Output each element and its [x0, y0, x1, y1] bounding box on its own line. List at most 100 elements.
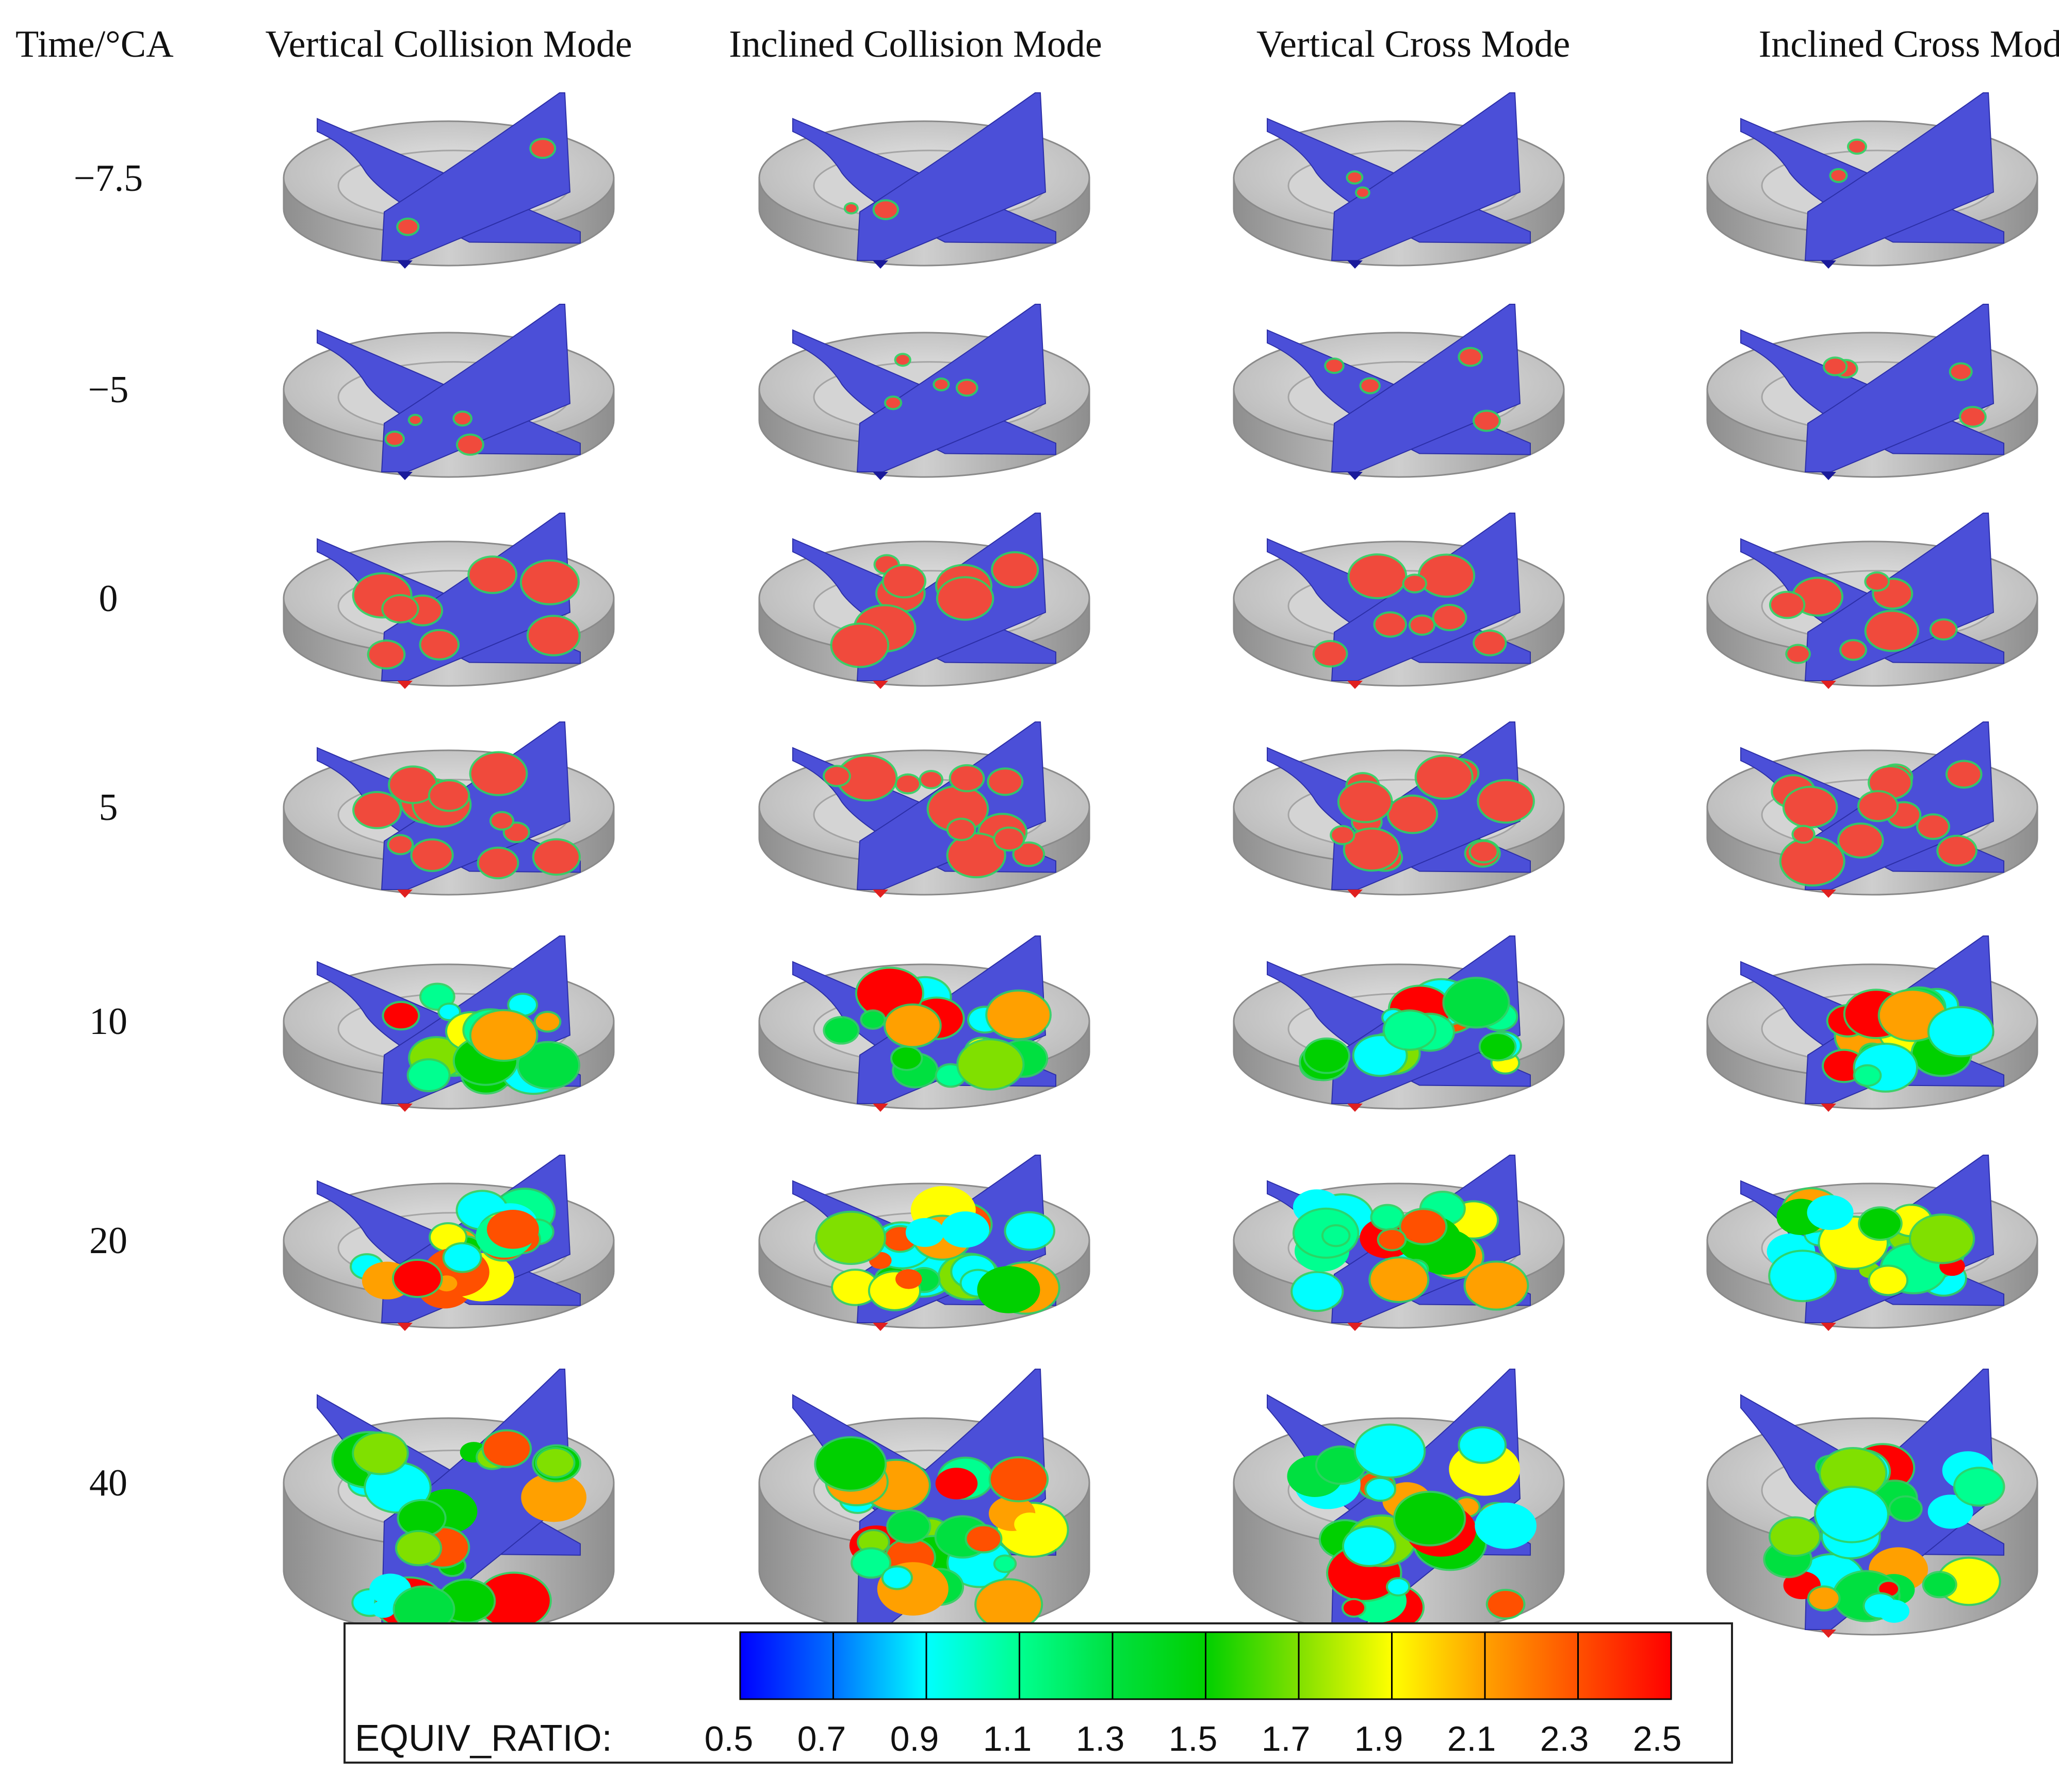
mixture-blob [536, 1449, 574, 1476]
piston-panel [1706, 935, 2038, 1112]
cut-planes [317, 1369, 587, 1634]
mixture-blob [1460, 349, 1481, 365]
mixture-blob [1323, 1226, 1349, 1245]
nozzle-tip [1347, 1323, 1363, 1331]
colorbar-label: EQUIV_RATIO: [355, 1718, 612, 1759]
mixture-blob [1305, 1039, 1348, 1072]
nozzle-tip [1347, 890, 1363, 898]
mixture-blob [1349, 555, 1406, 597]
mixture-blob [1860, 1208, 1901, 1239]
mixture-blob [1460, 1428, 1505, 1462]
mixture-blob [509, 995, 536, 1015]
mixture-blob [1839, 824, 1882, 857]
mixture-blob [521, 561, 578, 603]
mixture-blob [1343, 1600, 1365, 1616]
mixture-blob [928, 787, 987, 831]
mixture-blob [1314, 642, 1346, 666]
cut-plane-cross [1804, 304, 1995, 472]
mixture-blob [884, 566, 925, 597]
nozzle-tip [1347, 681, 1363, 689]
mixture-blob [935, 380, 948, 389]
mixture-blob [895, 1269, 922, 1289]
mixture-blob [421, 984, 453, 1009]
row-labels: −7.5 −5 0 5 10 20 40 [74, 157, 143, 1504]
mixture-blob [397, 1532, 440, 1565]
cut-planes [1740, 1369, 2005, 1630]
mixture-blob [1955, 1469, 2003, 1505]
cut-plane-cross [856, 92, 1047, 261]
mixture-blob [486, 1209, 539, 1249]
mixture-blob [369, 642, 404, 668]
mixture-blob [1372, 1206, 1403, 1229]
piston-panel [283, 1155, 615, 1331]
cut-plane-cross [381, 92, 571, 261]
cut-planes [1267, 935, 1531, 1104]
mixture-blob [976, 1580, 1041, 1629]
piston-panel [758, 1155, 1090, 1331]
mixture-blob [995, 828, 1023, 850]
colorbar-tick-label: 0.7 [797, 1719, 846, 1758]
panel-grid [283, 92, 2038, 1638]
cut-planes [1267, 92, 1531, 261]
colorbar-tick-label: 1.5 [1169, 1719, 1218, 1758]
mixture-blob [832, 624, 888, 666]
cut-planes [792, 935, 1056, 1104]
mixture-blob [1419, 555, 1474, 596]
mixture-blob [1375, 613, 1405, 636]
cut-planes [792, 92, 1056, 261]
mixture-blob [1370, 1258, 1428, 1301]
mixture-blob [977, 1266, 1040, 1313]
cut-planes [317, 935, 581, 1104]
mixture-blob [458, 435, 482, 454]
mixture-blob [1395, 1492, 1464, 1544]
cut-planes [1740, 935, 2004, 1104]
piston-panel [283, 304, 615, 480]
colorbar-tick-label: 0.9 [890, 1719, 939, 1758]
mixture-blob [1951, 364, 1971, 380]
mixture-blob [454, 413, 471, 425]
mixture-blob [504, 824, 528, 841]
nozzle-tip [1821, 472, 1836, 480]
cut-planes [317, 513, 581, 681]
cut-planes [1740, 721, 2004, 890]
mixture-blob [1361, 379, 1379, 392]
cut-planes [792, 513, 1056, 681]
mixture-blob [1348, 172, 1362, 183]
mixture-blob [483, 1431, 530, 1466]
cut-planes [792, 1155, 1060, 1323]
piston-panel [758, 935, 1090, 1112]
piston-panel [758, 92, 1090, 269]
mixture-blob [853, 1549, 890, 1577]
mixture-blob [1911, 1263, 1931, 1278]
mixture-blob [471, 753, 526, 794]
cut-planes [1267, 1155, 1531, 1323]
nozzle-tip [873, 681, 888, 689]
mixture-blob [383, 596, 417, 622]
cut-plane-cross [1804, 92, 1995, 261]
mixture-blob [395, 1587, 453, 1632]
mixture-blob [1771, 593, 1804, 617]
mixture-blob [410, 416, 421, 424]
cut-planes [792, 721, 1056, 890]
row-label-3: 0 [99, 578, 118, 620]
mixture-blob [1841, 641, 1865, 659]
mixture-blob [399, 1501, 445, 1536]
mixture-blob [1475, 631, 1505, 654]
piston-panel [1706, 513, 2038, 689]
colorbar-tick-label: 1.7 [1262, 1719, 1311, 1758]
cut-plane-cross [1331, 304, 1521, 472]
colorbar-tick-label: 1.3 [1076, 1719, 1125, 1758]
mixture-blob [896, 355, 909, 365]
mixture-blob [1326, 359, 1343, 372]
mixture-blob [1345, 829, 1399, 870]
mixture-blob [1960, 408, 1985, 426]
mixture-blob [1821, 1449, 1886, 1498]
piston-panel [283, 935, 615, 1112]
mixture-blob [439, 1005, 459, 1020]
nozzle-tip [873, 1323, 888, 1331]
mixture-blob [862, 1011, 884, 1028]
mixture-blob [535, 1013, 560, 1031]
mixture-blob [1938, 836, 1975, 865]
nozzle-tip [1347, 260, 1363, 269]
